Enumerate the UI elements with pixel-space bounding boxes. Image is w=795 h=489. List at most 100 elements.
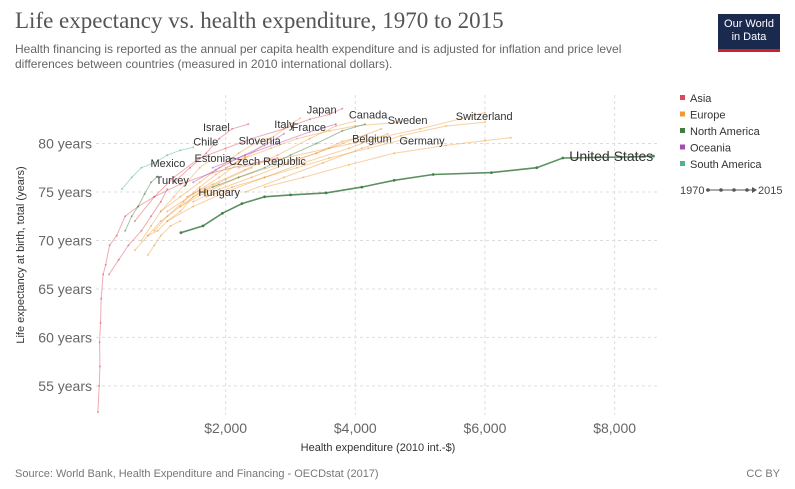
- data-point: [124, 215, 127, 218]
- data-point: [360, 147, 363, 150]
- data-point: [172, 181, 175, 184]
- data-point: [208, 159, 211, 162]
- data-point: [98, 384, 101, 387]
- data-point: [218, 166, 221, 169]
- data-point: [211, 183, 214, 186]
- data-point: [159, 220, 162, 223]
- y-axis-label: Life expectancy at birth, total (years): [15, 166, 27, 343]
- source-note[interactable]: Source: World Bank, Health Expenditure a…: [15, 468, 379, 480]
- legend-item-label: Oceania: [690, 143, 732, 155]
- data-point: [393, 152, 396, 155]
- data-point: [431, 173, 435, 176]
- data-point: [364, 134, 366, 137]
- data-point: [179, 149, 182, 152]
- data-point: [237, 152, 240, 155]
- data-point: [99, 321, 102, 324]
- data-point: [619, 155, 623, 159]
- data-point: [100, 297, 103, 300]
- data-point: [166, 188, 169, 191]
- x-tick-label: $8,000: [593, 420, 636, 436]
- series-annotation: Hungary: [198, 187, 240, 199]
- series-annotation: France: [292, 122, 326, 134]
- series-annotation: Italy: [274, 119, 295, 131]
- logo-line-2: in Data: [731, 31, 767, 43]
- data-point: [166, 215, 169, 218]
- series-path: [147, 220, 181, 256]
- series-line: [179, 154, 655, 235]
- y-tick-label: 70 years: [38, 232, 92, 248]
- data-point: [153, 161, 156, 164]
- chart-subtitle: Health financing is reported as the annu…: [15, 42, 622, 71]
- series-annotation: Switzerland: [456, 111, 513, 123]
- data-point: [347, 147, 350, 150]
- data-point: [250, 137, 253, 140]
- data-point: [302, 161, 305, 164]
- series-line: [237, 111, 486, 169]
- data-point: [214, 173, 217, 176]
- x-tick-label: $4,000: [334, 420, 377, 436]
- data-point: [172, 176, 175, 179]
- x-axis-label: Health expenditure (2010 int.-$): [301, 442, 456, 454]
- chart-title: Life expectancy vs. health expenditure, …: [15, 8, 504, 33]
- logo-line-1: Our World: [724, 18, 774, 30]
- data-point: [179, 210, 182, 213]
- data-point: [406, 137, 409, 140]
- data-point: [205, 189, 208, 191]
- data-point: [308, 118, 311, 121]
- data-point: [192, 200, 195, 203]
- data-point: [221, 211, 224, 215]
- legend-swatch: [680, 95, 685, 100]
- data-point: [140, 166, 143, 169]
- data-point: [283, 163, 285, 166]
- data-point: [192, 195, 195, 198]
- timeline-end-label: 2015: [758, 185, 782, 197]
- data-point: [166, 220, 169, 223]
- data-point: [244, 157, 247, 159]
- data-point: [244, 163, 247, 166]
- series-annotation: Germany: [399, 135, 445, 147]
- data-point: [179, 205, 182, 208]
- chart-series: [96, 107, 655, 414]
- owid-logo[interactable]: Our World in Data: [718, 14, 780, 52]
- data-point: [244, 191, 247, 193]
- legend-item-label: Asia: [690, 93, 712, 105]
- series-annotation: Slovenia: [239, 135, 282, 147]
- data-point: [185, 195, 188, 198]
- legend-item-label: North America: [690, 126, 761, 138]
- series-annotation: Estonia: [195, 153, 233, 165]
- data-point: [341, 107, 344, 110]
- data-point: [244, 154, 247, 157]
- data-point: [127, 244, 130, 247]
- data-point: [140, 239, 143, 242]
- data-point: [367, 147, 370, 150]
- series-line: [159, 136, 272, 213]
- data-point: [218, 183, 221, 186]
- data-point: [328, 147, 331, 150]
- series-path: [124, 176, 158, 232]
- legend-item-label: Europe: [690, 110, 725, 122]
- license-link[interactable]: CC BY: [746, 468, 780, 480]
- data-point: [263, 166, 266, 169]
- series-annotation: United States: [569, 148, 653, 164]
- data-point: [192, 146, 195, 149]
- series-line: [263, 136, 512, 189]
- data-point: [308, 137, 311, 140]
- x-tick-label: $2,000: [204, 420, 247, 436]
- grid-lines: [96, 95, 660, 415]
- y-tick-label: 55 years: [38, 378, 92, 394]
- data-point: [347, 163, 350, 166]
- data-point: [445, 144, 448, 147]
- data-point: [263, 186, 266, 189]
- data-point: [159, 234, 162, 237]
- data-point: [179, 231, 183, 235]
- data-point: [263, 195, 266, 199]
- data-point: [283, 132, 285, 135]
- series-line: [211, 123, 337, 169]
- data-point: [137, 205, 140, 208]
- data-point: [166, 154, 169, 157]
- series-line: [192, 132, 285, 184]
- data-point: [263, 144, 266, 147]
- series-path: [134, 108, 343, 222]
- data-point: [270, 147, 272, 150]
- series-line: [146, 220, 182, 256]
